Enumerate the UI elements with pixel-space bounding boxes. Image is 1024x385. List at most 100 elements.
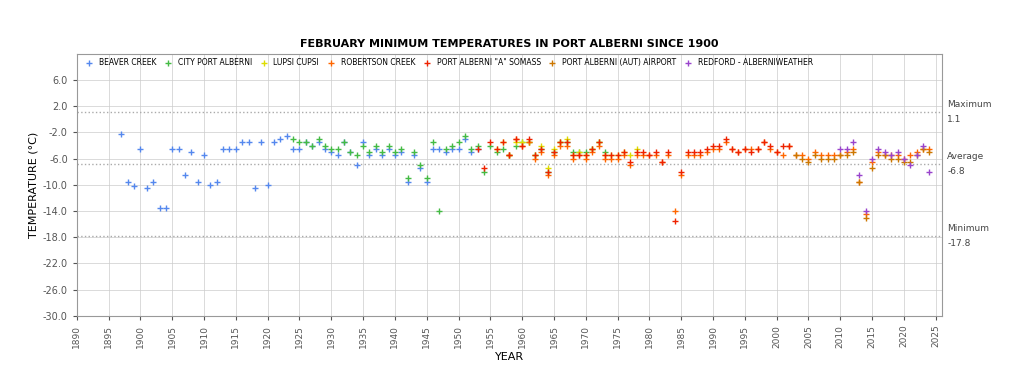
Point bbox=[565, 152, 582, 159]
Point bbox=[819, 152, 836, 159]
Point bbox=[368, 146, 384, 152]
Point bbox=[310, 136, 327, 142]
Point bbox=[857, 208, 873, 214]
Point bbox=[482, 142, 499, 149]
Title: FEBRUARY MINIMUM TEMPERATURES IN PORT ALBERNI SINCE 1900: FEBRUARY MINIMUM TEMPERATURES IN PORT AL… bbox=[300, 39, 719, 49]
Point bbox=[609, 152, 626, 159]
Point bbox=[291, 146, 307, 152]
Point bbox=[877, 149, 893, 155]
Point bbox=[584, 146, 600, 152]
Point bbox=[647, 152, 664, 159]
Point bbox=[469, 142, 485, 149]
Point bbox=[825, 156, 842, 162]
Point bbox=[902, 152, 919, 159]
Point bbox=[615, 149, 632, 155]
Point bbox=[623, 162, 639, 168]
Point bbox=[476, 165, 493, 171]
Point bbox=[502, 152, 518, 159]
Point bbox=[514, 142, 530, 149]
Point bbox=[534, 149, 550, 155]
Point bbox=[189, 178, 206, 184]
Point bbox=[558, 136, 574, 142]
Point bbox=[597, 156, 613, 162]
Point bbox=[908, 149, 925, 155]
Point bbox=[571, 152, 588, 159]
Point bbox=[864, 159, 881, 165]
Point bbox=[355, 139, 372, 145]
Point bbox=[787, 152, 804, 159]
Text: Minimum: Minimum bbox=[947, 224, 989, 233]
Point bbox=[647, 149, 664, 155]
Point bbox=[922, 146, 938, 152]
Point bbox=[177, 172, 194, 178]
Point bbox=[833, 146, 849, 152]
Point bbox=[584, 146, 600, 152]
Point bbox=[679, 149, 695, 155]
Point bbox=[833, 152, 849, 159]
Point bbox=[552, 139, 568, 145]
Point bbox=[526, 152, 543, 159]
Point bbox=[615, 149, 632, 155]
Point bbox=[857, 211, 873, 217]
Text: -17.8: -17.8 bbox=[947, 239, 971, 248]
Point bbox=[451, 146, 467, 152]
Point bbox=[743, 149, 760, 155]
Point bbox=[469, 146, 485, 152]
Point bbox=[896, 159, 912, 165]
Point bbox=[361, 152, 378, 159]
Point bbox=[406, 149, 422, 155]
Point bbox=[705, 146, 721, 152]
Point bbox=[361, 149, 378, 155]
Point bbox=[552, 139, 568, 145]
Point bbox=[787, 152, 804, 159]
Point bbox=[730, 149, 746, 155]
Point bbox=[387, 152, 403, 159]
Point bbox=[615, 152, 632, 159]
Point bbox=[413, 165, 429, 171]
Point bbox=[660, 149, 677, 155]
Point bbox=[304, 142, 321, 149]
Point bbox=[482, 139, 499, 145]
Point bbox=[546, 146, 562, 152]
Point bbox=[380, 146, 396, 152]
X-axis label: YEAR: YEAR bbox=[495, 352, 524, 362]
Point bbox=[597, 149, 613, 155]
Point bbox=[540, 165, 556, 171]
Point bbox=[825, 152, 842, 159]
Point bbox=[399, 175, 416, 181]
Point bbox=[526, 152, 543, 159]
Point bbox=[520, 139, 537, 145]
Point bbox=[864, 156, 881, 162]
Point bbox=[310, 139, 327, 145]
Point bbox=[298, 139, 314, 145]
Point bbox=[756, 139, 772, 145]
Point bbox=[463, 146, 479, 152]
Point bbox=[380, 142, 396, 149]
Point bbox=[209, 178, 225, 184]
Point bbox=[152, 205, 168, 211]
Point bbox=[870, 146, 887, 152]
Point bbox=[336, 139, 352, 145]
Point bbox=[565, 152, 582, 159]
Point bbox=[629, 146, 645, 152]
Point bbox=[679, 152, 695, 159]
Point bbox=[851, 172, 867, 178]
Point bbox=[342, 149, 358, 155]
Point bbox=[845, 146, 861, 152]
Point bbox=[534, 146, 550, 152]
Point bbox=[457, 136, 473, 142]
Point bbox=[807, 152, 823, 159]
Point bbox=[546, 149, 562, 155]
Point bbox=[597, 152, 613, 159]
Point bbox=[801, 156, 817, 162]
Point bbox=[336, 139, 352, 145]
Point bbox=[609, 152, 626, 159]
Point bbox=[768, 149, 784, 155]
Point bbox=[794, 156, 810, 162]
Point bbox=[578, 156, 594, 162]
Point bbox=[571, 149, 588, 155]
Point bbox=[469, 146, 485, 152]
Point bbox=[552, 142, 568, 149]
Point bbox=[113, 131, 129, 137]
Point bbox=[431, 146, 447, 152]
